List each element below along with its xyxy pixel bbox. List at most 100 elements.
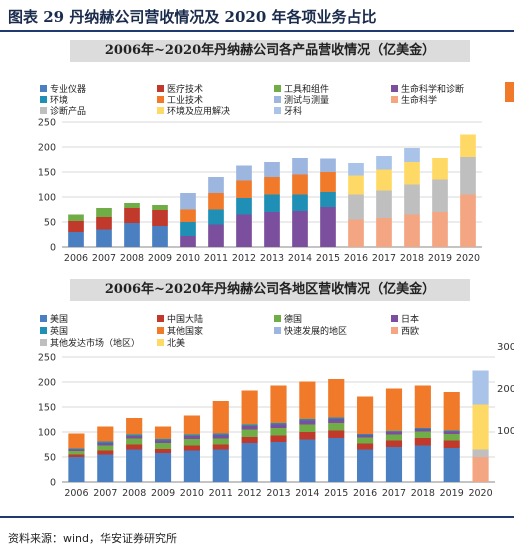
- panel2-bar-segment: [443, 448, 460, 482]
- panel2-legend-swatch: [157, 315, 164, 322]
- panel2-bar-segment: [154, 440, 172, 443]
- panel2-bar-segment: [472, 370, 489, 405]
- panel2-bar-segment: [328, 417, 345, 419]
- panel2-bar-segment: [357, 435, 374, 438]
- panel1-bar-segment: [180, 222, 196, 236]
- panel1-bar-segment: [208, 224, 224, 247]
- panel1-xtick-label: 2008: [120, 253, 144, 264]
- panel2-bar-segment: [328, 430, 345, 438]
- panel1-bar-segment: [96, 208, 112, 217]
- panel1-bar-segment: [180, 209, 196, 222]
- panel2-bar-segment: [357, 449, 374, 482]
- panel2-legend-label: 西欧: [401, 327, 420, 337]
- panel1-legend-item: 专业仪器: [40, 82, 86, 95]
- panel1-ytick-label: 100: [38, 193, 56, 204]
- panel2-legend-label: 中国大陆: [167, 315, 204, 325]
- panel1-bar-segment: [208, 193, 224, 210]
- panel2-bar-segment: [126, 434, 143, 436]
- panel2-bar-segment: [154, 439, 172, 441]
- panel1-legend-item: 诊断产品: [40, 104, 86, 117]
- panel1-bar-segment: [236, 180, 252, 198]
- panel2-legend-label: 日本: [401, 315, 420, 325]
- panel1-bar-segment: [292, 158, 308, 175]
- panel1-xtick-label: 2015: [316, 253, 340, 264]
- panel1-xtick-label: 2019: [428, 253, 452, 264]
- panel1-xtick-label: 2017: [372, 253, 396, 264]
- panel1-bar-segment: [404, 214, 420, 247]
- panel1-legend-swatch: [40, 96, 47, 103]
- panel2-bar-segment: [97, 445, 114, 451]
- panel2-bar-segment: [385, 432, 403, 435]
- panel2-bar-segment: [68, 451, 85, 455]
- panel1-bar-segment: [320, 172, 336, 192]
- panel2-xtick-label: 2008: [122, 488, 146, 499]
- panel1-legend-label: 环境: [50, 96, 69, 106]
- panel2-bar-segment: [443, 440, 460, 448]
- panel2-legend-label: 北美: [167, 339, 186, 349]
- panel1-legend-swatch: [391, 96, 398, 103]
- panel2-bar-segment: [299, 424, 316, 432]
- panel2-legend-swatch: [157, 327, 164, 334]
- panel1-bar-segment: [236, 198, 252, 215]
- panel2-legend-swatch: [274, 315, 281, 322]
- panel1-bar-segment: [404, 148, 420, 162]
- panel2-bar-segment: [183, 415, 200, 435]
- panel2-bar-segment: [414, 428, 431, 429]
- panel2-bar-segment: [154, 449, 172, 453]
- panel2-bar-segment: [183, 450, 200, 482]
- panel2-legend-item: 英国: [40, 324, 68, 337]
- panel2-bar-segment: [212, 444, 229, 450]
- panel2-legend-label: 德国: [284, 315, 303, 325]
- panel1-legend-label: 工具和组件: [284, 85, 330, 95]
- panel1-bar-segment: [292, 194, 308, 211]
- panel2-xtick-label: 2014: [295, 488, 319, 499]
- panel1-bar-segment: [432, 158, 448, 180]
- panel2-bar-segment: [443, 431, 460, 434]
- panel2-bar-segment: [126, 436, 143, 439]
- panel1-bar-segment: [264, 177, 280, 195]
- panel1-legend-label: 医疗技术: [167, 85, 204, 95]
- panel1-bar-segment: [264, 162, 280, 177]
- panel2-xtick-label: 2020: [468, 488, 492, 499]
- panel1-bar-segment: [460, 194, 476, 247]
- panel2-bar-segment: [241, 437, 258, 443]
- panel2-right-axis-label: 100: [497, 426, 514, 437]
- panel2-legend-item: 其他发达市场（地区）: [40, 336, 140, 349]
- panel1-legend-item: 环境及应用解决: [157, 104, 230, 117]
- source-note: 资料来源：wind，华安证券研究所: [8, 532, 178, 545]
- panel2-bar-segment: [270, 424, 287, 428]
- panel1-bar-segment: [376, 190, 392, 218]
- panel2-ytick-label: 250: [38, 353, 56, 364]
- panel1-bar-segment: [152, 210, 168, 226]
- panel2-bar-segment: [97, 443, 114, 446]
- panel1-legend-label: 环境及应用解决: [167, 107, 231, 117]
- panel1-bar-segment: [96, 217, 112, 230]
- panel1-bar-segment: [348, 163, 364, 176]
- panel1-bar-segment: [68, 221, 84, 232]
- panel1-bar-segment: [292, 174, 308, 195]
- panel1-xtick-label: 2016: [344, 253, 368, 264]
- panel1-legend-label: 专业仪器: [50, 85, 87, 95]
- panel2-legend-swatch: [40, 339, 47, 346]
- panel1-bar-segment: [320, 158, 336, 172]
- edge-accent-box: [505, 82, 514, 102]
- panel2-bar-segment: [126, 444, 143, 450]
- panel2-bar-segment: [126, 418, 143, 435]
- panel2-legend-label: 其他国家: [167, 327, 204, 337]
- panel2-bar-segment: [154, 443, 172, 449]
- panel1-bar-segment: [348, 175, 364, 195]
- title-rule: [0, 30, 514, 32]
- panel2-bar-segment: [414, 385, 431, 428]
- panel2-bar-segment: [97, 426, 114, 442]
- panel2-legend-swatch: [40, 327, 47, 334]
- panel2-legend-swatch: [391, 327, 398, 334]
- panel1-legend-swatch: [391, 85, 398, 92]
- panel1-legend-swatch: [274, 107, 281, 114]
- panel2-legend-item: 西欧: [391, 324, 419, 337]
- panel1-legend-swatch: [40, 107, 47, 114]
- panel2-legend-item: 德国: [274, 312, 302, 325]
- panel1-bar-segment: [208, 177, 224, 193]
- panel1-bar-segment: [124, 208, 140, 223]
- panel1-bar-segment: [320, 207, 336, 247]
- panel1-bar-segment: [404, 184, 420, 215]
